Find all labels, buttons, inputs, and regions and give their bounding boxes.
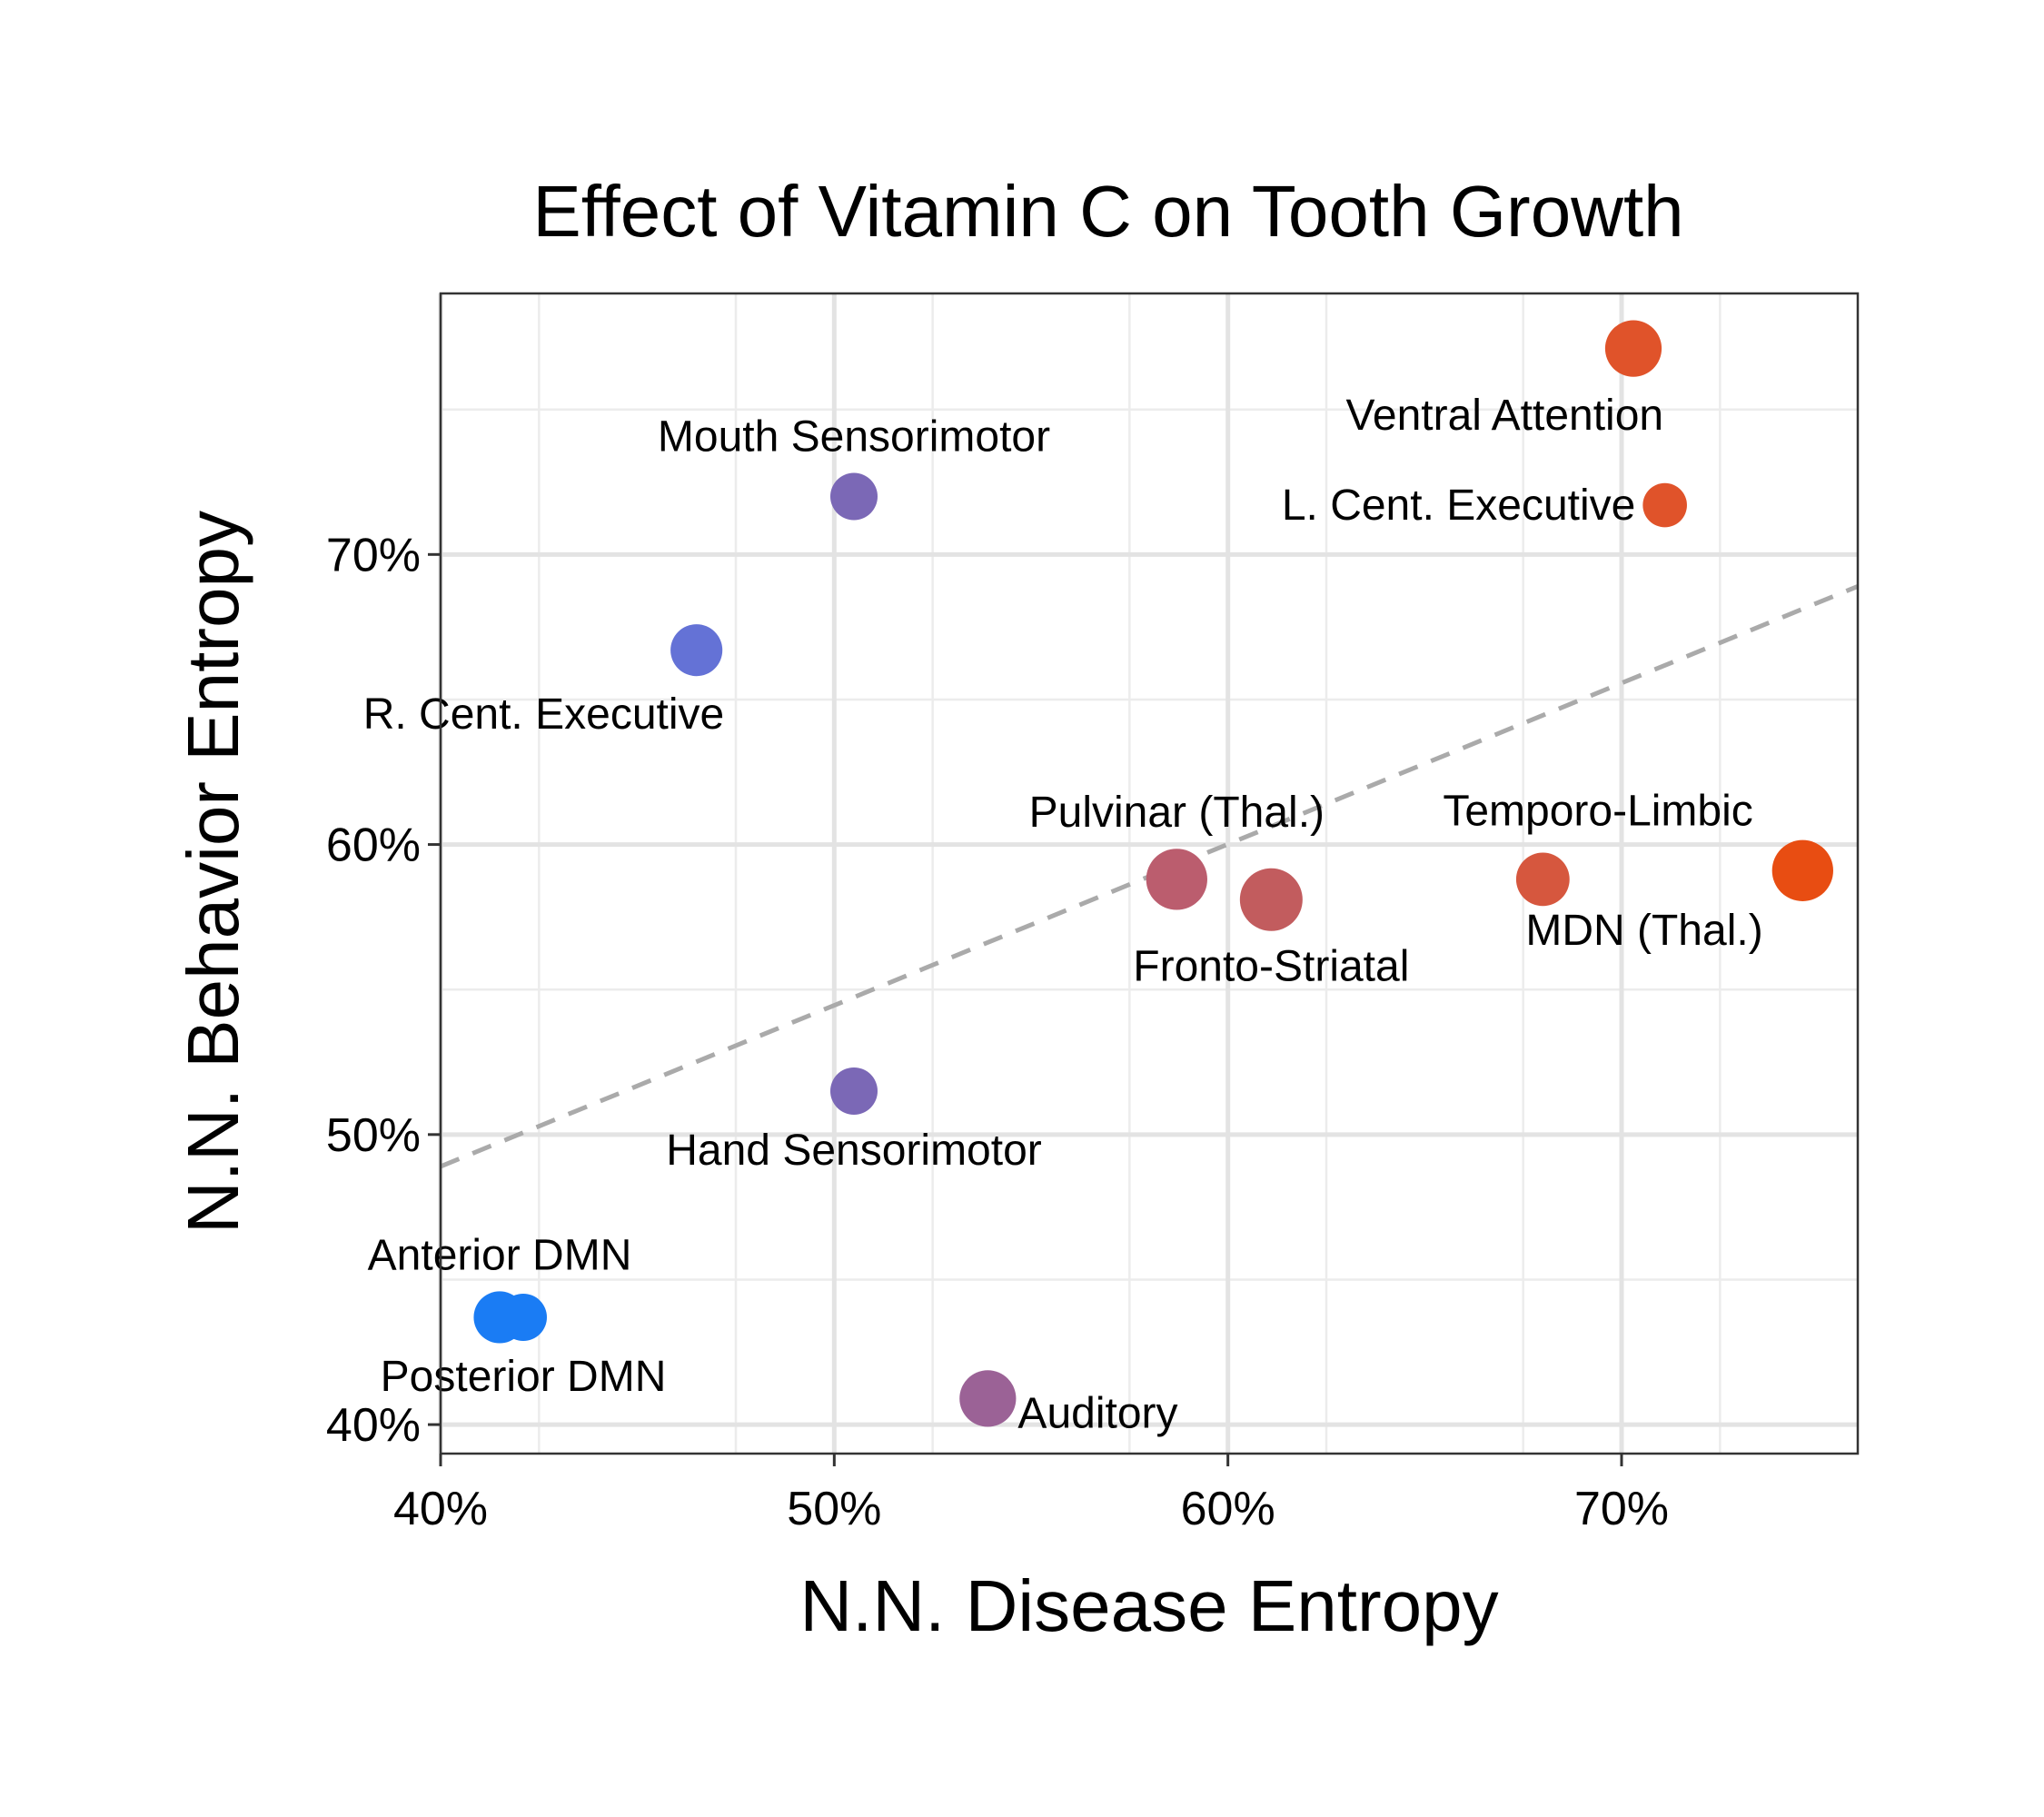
data-point bbox=[1771, 839, 1833, 901]
point-labels: Ventral Attention L. Cent. Executive Mouth… bbox=[363, 392, 1763, 1438]
point-label: Hand Sensorimotor bbox=[666, 1127, 1042, 1175]
point-label: L. Cent. Executive bbox=[1282, 482, 1636, 530]
data-point bbox=[959, 1370, 1017, 1427]
chart-title: Effect of Vitamin C on Tooth Growth bbox=[532, 171, 1683, 252]
point-label: Ventral Attention bbox=[1346, 392, 1664, 440]
x-axis-title: N.N. Disease Entropy bbox=[799, 1565, 1498, 1646]
x-tick-label: 60% bbox=[1181, 1483, 1275, 1535]
point-label: Temporo-Limbic bbox=[1443, 787, 1752, 835]
data-point bbox=[830, 1067, 878, 1115]
data-point bbox=[500, 1293, 547, 1341]
y-tick-label: 50% bbox=[326, 1109, 421, 1162]
point-label: Posterior DMN bbox=[381, 1353, 667, 1401]
point-label: Fronto-Striatal bbox=[1133, 943, 1409, 991]
data-point bbox=[830, 472, 878, 521]
x-tick-label: 50% bbox=[787, 1483, 881, 1535]
x-tick-label: 70% bbox=[1574, 1483, 1669, 1535]
data-point bbox=[1146, 849, 1207, 910]
data-point bbox=[1515, 852, 1570, 907]
data-points bbox=[473, 320, 1833, 1427]
data-point bbox=[670, 624, 723, 677]
point-label: Mouth Sensorimotor bbox=[658, 412, 1050, 461]
point-label: Anterior DMN bbox=[368, 1231, 632, 1279]
data-point bbox=[1642, 482, 1687, 528]
plot-panel-border bbox=[439, 292, 1860, 1455]
y-tick-label: 60% bbox=[326, 819, 421, 872]
data-point bbox=[1604, 320, 1662, 377]
y-axis-title: N.N. Behavior Entropy bbox=[173, 511, 253, 1234]
point-label: Pulvinar (Thal.) bbox=[1029, 789, 1325, 837]
x-tick-label: 40% bbox=[393, 1483, 488, 1535]
point-label: MDN (Thal.) bbox=[1525, 907, 1762, 955]
point-label: Auditory bbox=[1017, 1389, 1177, 1437]
y-tick-label: 40% bbox=[326, 1399, 421, 1452]
data-point bbox=[1239, 868, 1303, 931]
y-axis-ticks: 40% 50% 60% 70% bbox=[326, 529, 441, 1452]
point-label: R. Cent. Executive bbox=[363, 690, 725, 739]
y-tick-label: 70% bbox=[326, 529, 421, 581]
x-axis-ticks: 40% 50% 60% 70% bbox=[393, 1454, 1669, 1535]
